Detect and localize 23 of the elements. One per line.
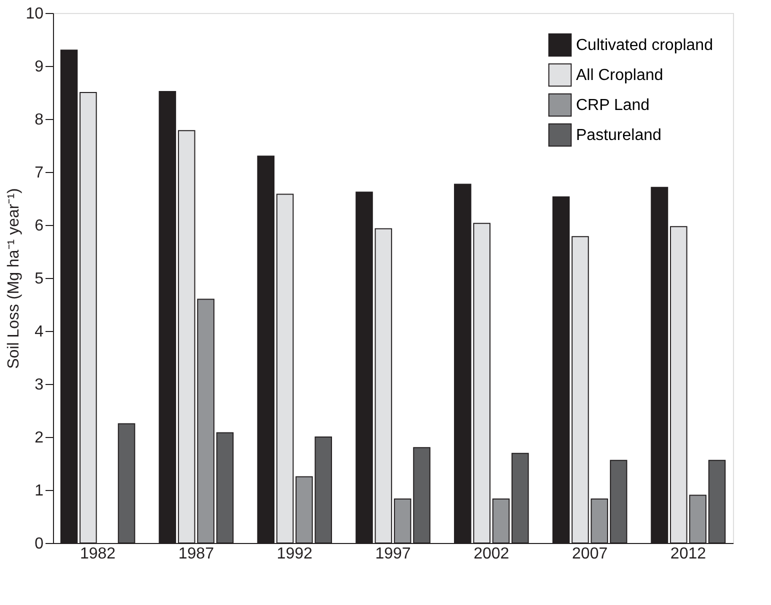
y-tick-label: 6 — [34, 218, 44, 234]
x-tick-label: 2002 — [474, 546, 510, 562]
x-tick-label: 1992 — [276, 546, 312, 562]
y-tick-label: 3 — [34, 376, 44, 394]
legend-label: Cultivated cropland — [576, 37, 713, 54]
y-tick-label: 1 — [34, 482, 44, 500]
legend-label: All Cropland — [576, 67, 664, 84]
y-tick-label: 8 — [34, 112, 44, 128]
x-tick-label: 1997 — [375, 546, 411, 562]
x-tick-label: 1982 — [80, 546, 116, 562]
y-tick-label: 0 — [34, 536, 44, 552]
x-tick-label: 1987 — [178, 546, 214, 562]
legend-label: CRP Land — [576, 97, 650, 114]
y-tick-label: 7 — [34, 164, 44, 182]
y-tick-label: 5 — [34, 270, 44, 288]
legend-label: Pastureland — [576, 127, 662, 144]
y-tick-label: 2 — [34, 430, 44, 446]
y-tick-label: 10 — [26, 6, 44, 22]
y-axis-title: Soil Loss (Mg ha⁻¹ year⁻¹) — [6, 188, 23, 369]
x-tick-label: 2007 — [572, 546, 608, 562]
x-tick-label: 2012 — [670, 546, 706, 562]
y-tick-label: 4 — [34, 324, 44, 340]
y-tick-label: 9 — [34, 58, 44, 76]
